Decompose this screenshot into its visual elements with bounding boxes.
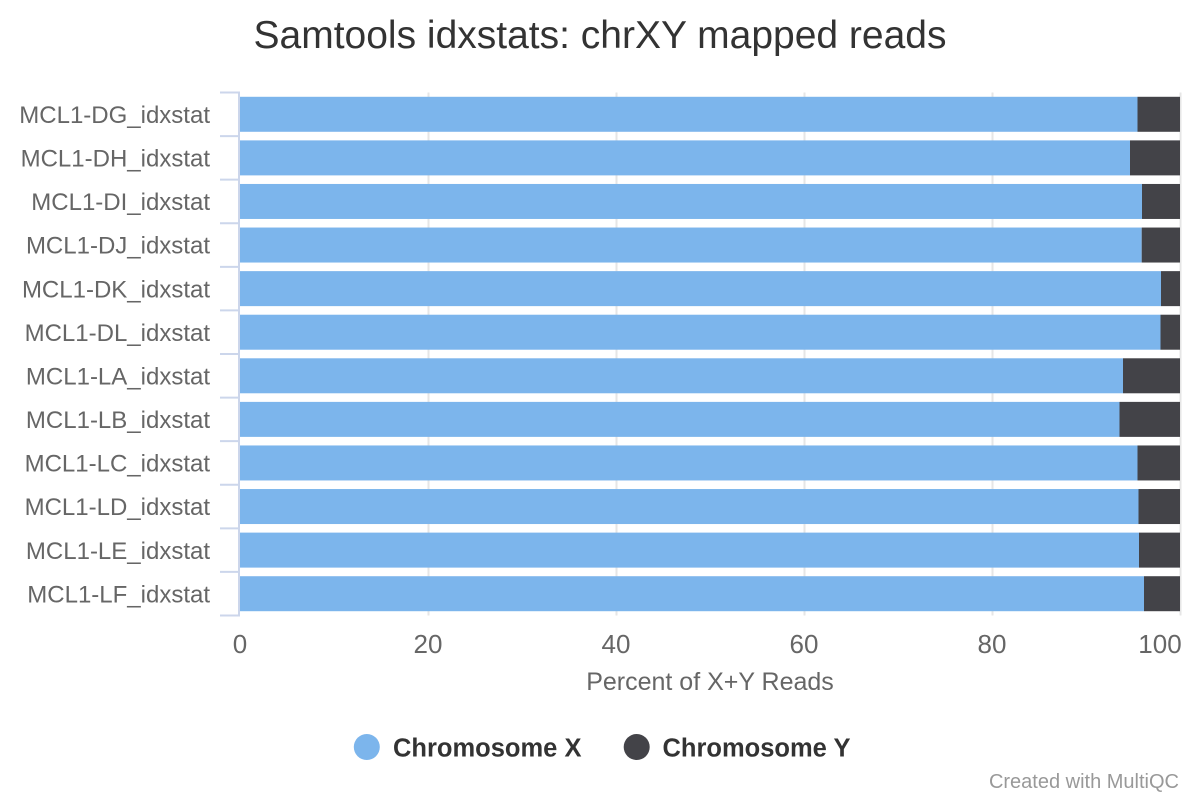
svg-text:MCL1-LB_idxstat: MCL1-LB_idxstat: [26, 407, 210, 434]
svg-text:0: 0: [233, 629, 247, 659]
svg-text:MCL1-DH_idxstat: MCL1-DH_idxstat: [21, 146, 211, 173]
svg-text:100: 100: [1138, 629, 1181, 659]
svg-text:MCL1-LA_idxstat: MCL1-LA_idxstat: [26, 363, 210, 390]
svg-text:MCL1-DK_idxstat: MCL1-DK_idxstat: [22, 276, 210, 303]
svg-text:MCL1-LC_idxstat: MCL1-LC_idxstat: [25, 451, 211, 478]
svg-text:Chromosome Y: Chromosome Y: [663, 735, 851, 763]
svg-text:MCL1-DJ_idxstat: MCL1-DJ_idxstat: [26, 233, 210, 260]
svg-text:MCL1-LF_idxstat: MCL1-LF_idxstat: [27, 581, 210, 608]
svg-text:80: 80: [978, 629, 1007, 659]
svg-text:60: 60: [790, 629, 819, 659]
svg-text:MCL1-LE_idxstat: MCL1-LE_idxstat: [26, 538, 210, 565]
svg-text:Samtools idxstats: chrXY mappe: Samtools idxstats: chrXY mapped reads: [254, 14, 947, 57]
svg-text:40: 40: [602, 629, 631, 659]
svg-text:Created with MultiQC: Created with MultiQC: [989, 771, 1179, 793]
svg-text:MCL1-DL_idxstat: MCL1-DL_idxstat: [25, 320, 211, 347]
svg-text:Chromosome X: Chromosome X: [393, 735, 581, 763]
svg-text:20: 20: [414, 629, 443, 659]
svg-text:MCL1-LD_idxstat: MCL1-LD_idxstat: [25, 494, 211, 521]
svg-text:Percent of X+Y Reads: Percent of X+Y Reads: [586, 668, 834, 696]
svg-text:MCL1-DI_idxstat: MCL1-DI_idxstat: [31, 189, 210, 216]
svg-text:MCL1-DG_idxstat: MCL1-DG_idxstat: [19, 102, 210, 129]
